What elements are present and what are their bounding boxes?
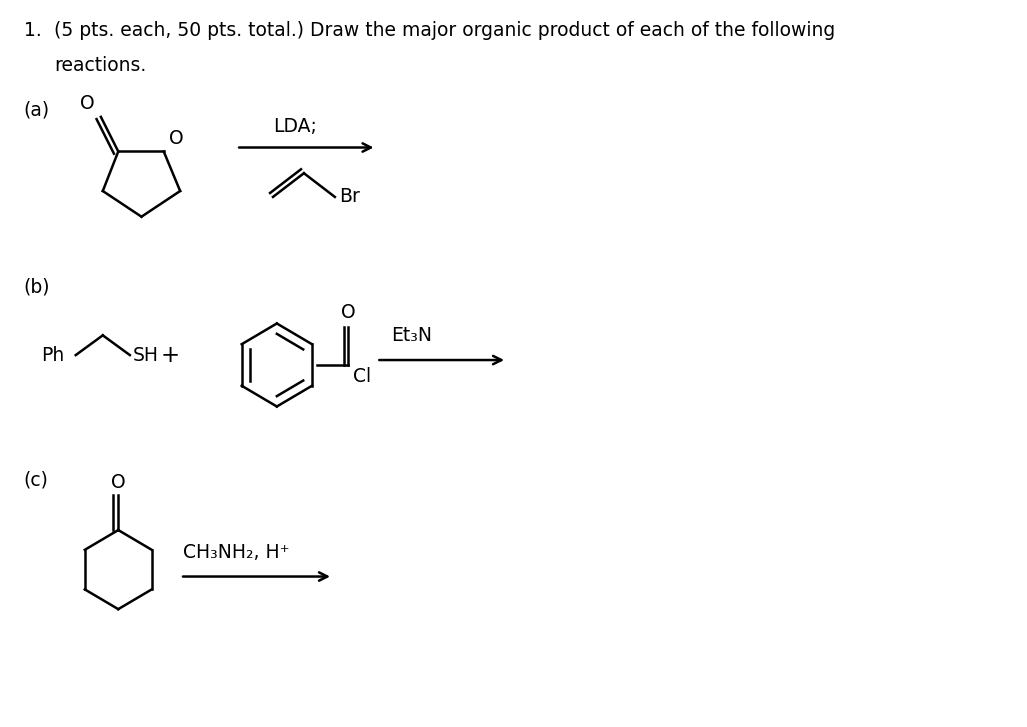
Text: 1.: 1.	[24, 21, 41, 40]
Text: Cl: Cl	[353, 367, 372, 386]
Text: Et₃N: Et₃N	[391, 326, 432, 345]
Text: (c): (c)	[24, 471, 48, 490]
Text: reactions.: reactions.	[54, 55, 147, 75]
Text: O: O	[168, 129, 183, 148]
Text: O: O	[80, 94, 96, 113]
Text: O: O	[341, 303, 355, 323]
Text: (a): (a)	[24, 100, 49, 119]
Text: CH₃NH₂, H⁺: CH₃NH₂, H⁺	[183, 543, 290, 562]
Text: (b): (b)	[24, 278, 50, 297]
Text: LDA;: LDA;	[273, 116, 317, 136]
Text: O: O	[111, 473, 125, 491]
Text: Br: Br	[339, 188, 359, 206]
Text: +: +	[161, 344, 180, 366]
Text: SH: SH	[132, 345, 159, 365]
Text: (5 pts. each, 50 pts. total.) Draw the major organic product of each of the foll: (5 pts. each, 50 pts. total.) Draw the m…	[54, 21, 836, 40]
Text: Ph: Ph	[41, 345, 64, 365]
